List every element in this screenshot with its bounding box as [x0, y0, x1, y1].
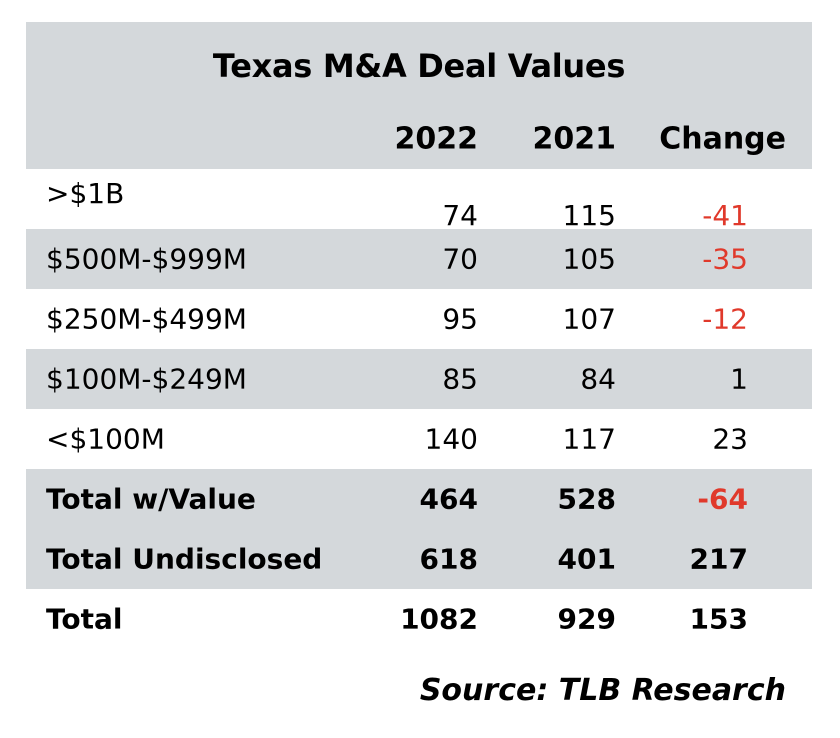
table-row: Total Undisclosed 618 401 217	[26, 529, 812, 589]
value-2021: 105	[562, 242, 616, 276]
table-title: Texas M&A Deal Values	[212, 46, 626, 85]
value-2021: 84	[580, 362, 616, 396]
header-2022: 2022	[394, 121, 479, 157]
value-2021: 117	[562, 422, 616, 456]
table-row: Total 1082 929 153	[26, 589, 812, 649]
value-2021: 107	[562, 302, 616, 336]
header-row: 2022 2021 Change	[26, 109, 812, 169]
value-change: 217	[689, 542, 748, 576]
value-2022: 140	[424, 422, 478, 456]
table-row: $250M-$499M 95 107 -12	[26, 289, 812, 349]
value-2022: 464	[419, 482, 478, 516]
table-title-band: Texas M&A Deal Values	[26, 22, 812, 109]
table-row: >$1B 74 115 -41	[26, 169, 812, 232]
table-row: Total w/Value 464 528 -64	[26, 469, 812, 529]
value-change: 23	[712, 422, 748, 456]
value-change: 1	[730, 362, 748, 396]
table-row: <$100M 140 117 23	[26, 409, 812, 469]
value-2021: 401	[557, 542, 616, 576]
source-note: Source: TLB Research	[419, 673, 786, 708]
row-label: $250M-$499M	[46, 302, 247, 336]
value-2022: 95	[442, 302, 478, 336]
value-change: -35	[702, 242, 748, 276]
row-label: $100M-$249M	[46, 362, 247, 396]
value-2022: 70	[442, 242, 478, 276]
row-label: >$1B	[46, 177, 125, 210]
header-change: Change	[659, 121, 786, 157]
table-row: $500M-$999M 70 105 -35	[26, 229, 812, 289]
row-label: $500M-$999M	[46, 242, 247, 276]
value-change: -64	[697, 482, 748, 516]
value-change: 153	[689, 602, 748, 636]
value-2021: 929	[557, 602, 616, 636]
value-change: -41	[702, 199, 748, 232]
row-label: Total w/Value	[46, 482, 256, 516]
table-body: >$1B 74 115 -41 $500M-$999M 70 105 -35 $250M-$49…	[26, 169, 812, 649]
deal-values-table: Texas M&A Deal Values 2022 2021 Change >…	[26, 22, 812, 649]
value-2022: 85	[442, 362, 478, 396]
value-2021: 528	[557, 482, 616, 516]
value-2022: 1082	[400, 602, 478, 636]
value-change: -12	[702, 302, 748, 336]
value-2021: 115	[562, 199, 616, 232]
table-row: $100M-$249M 85 84 1	[26, 349, 812, 409]
value-2022: 74	[442, 199, 478, 232]
row-label: Total Undisclosed	[46, 542, 323, 576]
row-label: <$100M	[46, 422, 165, 456]
value-2022: 618	[419, 542, 478, 576]
row-label: Total	[46, 602, 123, 636]
header-2021: 2021	[532, 121, 617, 157]
